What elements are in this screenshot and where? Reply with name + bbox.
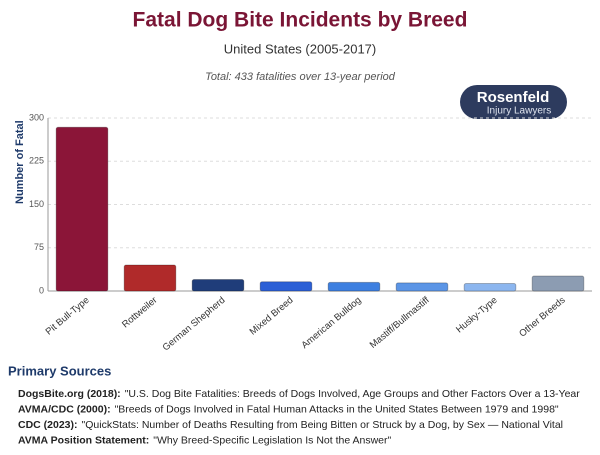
bar xyxy=(123,264,177,292)
x-tick-label: Husky-Type xyxy=(454,295,499,336)
source-text: "Why Breed-Specific Legislation Is Not t… xyxy=(153,434,391,446)
x-tick-label: American Bulldog xyxy=(299,295,363,351)
logo-tagline: Injury Lawyers xyxy=(487,106,551,117)
x-tick-label: German Shepherd xyxy=(161,295,228,354)
bar xyxy=(395,282,449,292)
logo-badge xyxy=(460,85,567,119)
source-text: "Breeds of Dogs Involved in Fatal Human … xyxy=(115,403,559,415)
bar xyxy=(259,281,313,292)
bar xyxy=(531,275,585,292)
y-axis-label: Number of Fatal Incidents xyxy=(14,69,26,204)
source-label: AVMA/CDC (2000): xyxy=(18,403,111,415)
source-text: "QuickStats: Number of Deaths Resulting … xyxy=(82,419,564,431)
chart-title: Fatal Dog Bite Incidents by Breed xyxy=(133,9,468,32)
bar xyxy=(191,278,245,292)
source-text: "U.S. Dog Bite Fatalities: Breeds of Dog… xyxy=(125,388,581,400)
bar xyxy=(463,283,517,292)
x-tick-label: Rottweiler xyxy=(120,295,159,331)
source-entry: AVMA Position Statement: "Why Breed-Speci… xyxy=(18,434,392,446)
sources-heading: Primary Sources xyxy=(8,363,111,378)
source-label: AVMA Position Statement: xyxy=(18,434,149,446)
sources-list: DogsBite.org (2018): "U.S. Dog Bite Fatal… xyxy=(18,388,580,447)
x-tick-label: Other Breeds xyxy=(517,295,568,340)
source-entry: CDC (2023): "QuickStats: Number of Deaths… xyxy=(18,419,563,431)
y-tick-label: 225 xyxy=(29,156,44,166)
source-entry: AVMA/CDC (2000): "Breeds of Dogs Involved… xyxy=(18,403,559,415)
source-label: CDC (2023): xyxy=(18,419,78,431)
logo-name: Rosenfeld xyxy=(477,89,550,106)
y-tick-label: 300 xyxy=(29,112,44,122)
source-label: DogsBite.org (2018): xyxy=(18,388,121,400)
bar xyxy=(327,281,381,292)
y-tick-label: 75 xyxy=(34,242,44,252)
y-tick-label: 150 xyxy=(29,199,44,209)
plot-area: 0 75 150 225 300 Pit Bull-Type Rottweiler Germa… xyxy=(29,112,592,353)
x-tick-label: Pit Bull-Type xyxy=(44,295,92,338)
chart-subtitle: United States (2005-2017) xyxy=(224,41,376,56)
y-tick-label: 0 xyxy=(39,285,44,295)
source-entry: DogsBite.org (2018): "U.S. Dog Bite Fatal… xyxy=(18,388,580,400)
logo: Rosenfeld Injury Lawyers xyxy=(460,85,567,119)
bar xyxy=(55,126,109,292)
x-tick-label: Mastiff/Bullmastiff xyxy=(368,295,432,351)
x-tick-label: Mixed Breed xyxy=(248,295,296,338)
annotation: Total: 433 fatalities over 13-year perio… xyxy=(205,71,396,83)
